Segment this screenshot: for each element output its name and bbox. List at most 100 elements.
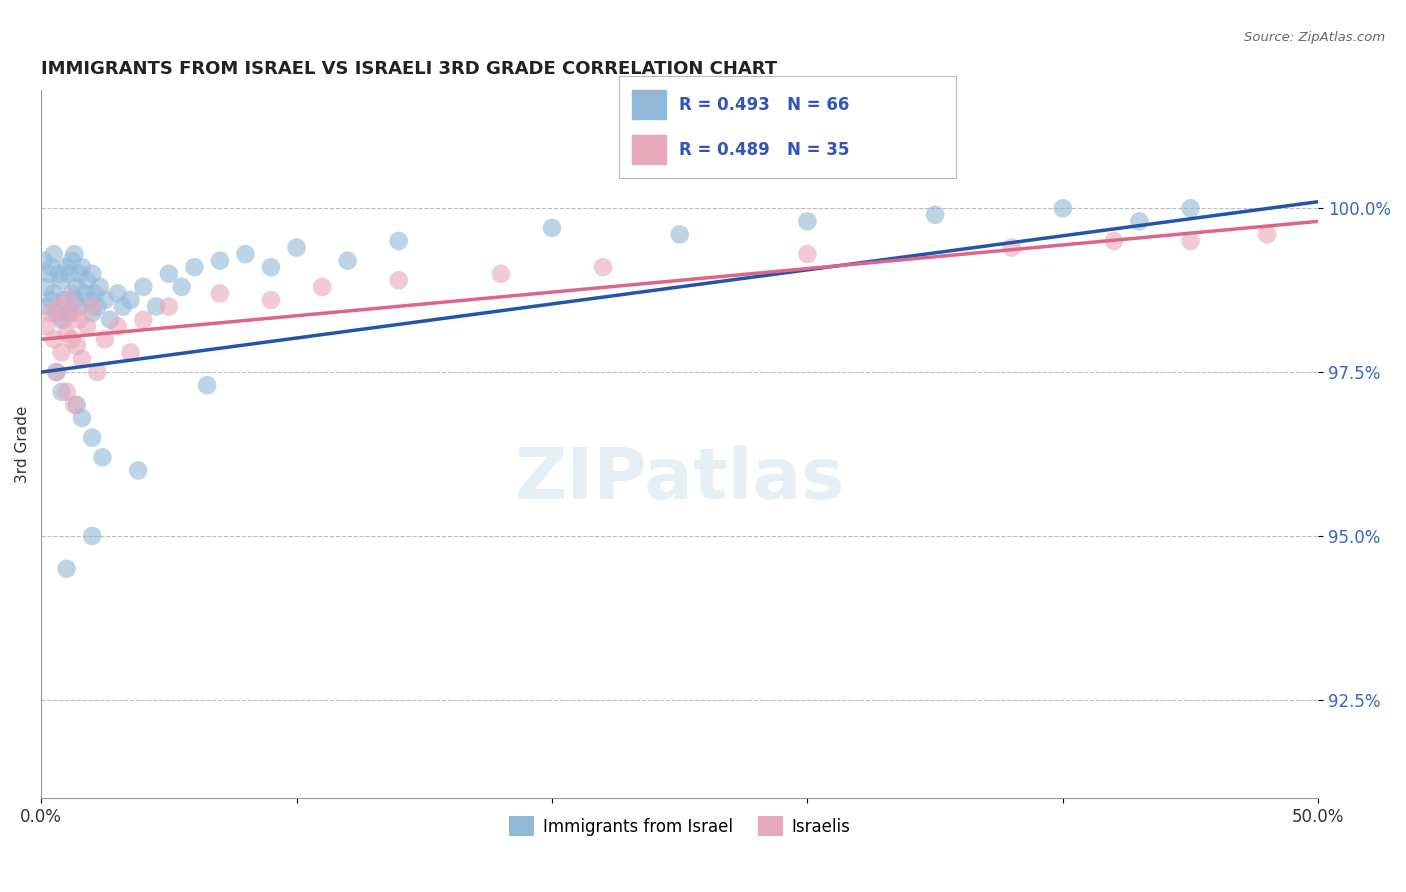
Point	[1180, 234, 1202, 248]
Point	[70, 351, 93, 366]
Point	[42, 247, 65, 261]
Point	[55, 562, 77, 576]
Point	[208, 253, 231, 268]
Point	[98, 312, 121, 326]
Point	[38, 267, 60, 281]
Text: R = 0.489   N = 35: R = 0.489 N = 35	[679, 141, 849, 159]
Text: Source: ZipAtlas.com: Source: ZipAtlas.com	[1244, 31, 1385, 45]
Point	[82, 300, 104, 314]
Point	[541, 221, 564, 235]
Point	[48, 300, 70, 314]
Point	[60, 286, 83, 301]
Point	[41, 306, 63, 320]
Point	[86, 300, 108, 314]
Point	[489, 267, 512, 281]
Point	[35, 319, 58, 334]
Point	[94, 332, 117, 346]
Point	[1256, 227, 1278, 242]
Point	[41, 293, 63, 307]
Point	[45, 365, 67, 379]
Point	[63, 293, 86, 307]
Point	[1180, 201, 1202, 215]
Point	[42, 286, 65, 301]
Point	[127, 463, 149, 477]
Point	[1102, 234, 1125, 248]
Point	[107, 319, 129, 334]
Point	[67, 267, 90, 281]
Point	[76, 273, 98, 287]
Point	[924, 208, 946, 222]
Point	[260, 293, 283, 307]
Point	[58, 267, 80, 281]
Point	[796, 247, 818, 261]
Point	[1052, 201, 1074, 215]
Point	[120, 293, 142, 307]
Point	[55, 384, 77, 399]
Point	[82, 267, 104, 281]
Point	[157, 300, 180, 314]
Point	[157, 267, 180, 281]
Point	[388, 234, 411, 248]
Point	[60, 253, 83, 268]
Point	[120, 345, 142, 359]
Point	[76, 319, 98, 334]
Point	[592, 260, 614, 275]
Point	[63, 247, 86, 261]
Point	[111, 300, 134, 314]
Point	[208, 286, 231, 301]
Point	[53, 312, 76, 326]
Point	[55, 326, 77, 340]
Point	[388, 273, 411, 287]
Legend: Immigrants from Israel, Israelis: Immigrants from Israel, Israelis	[503, 809, 856, 843]
Point	[285, 241, 308, 255]
Point	[311, 280, 333, 294]
Point	[91, 450, 114, 465]
Text: ZIPatlas: ZIPatlas	[515, 445, 845, 514]
Y-axis label: 3rd Grade: 3rd Grade	[15, 406, 30, 483]
Point	[35, 280, 58, 294]
Point	[66, 398, 89, 412]
Point	[48, 267, 70, 281]
Point	[79, 293, 101, 307]
Point	[67, 312, 90, 326]
Point	[60, 332, 83, 346]
Point	[796, 214, 818, 228]
Point	[1128, 214, 1150, 228]
Point	[235, 247, 257, 261]
Point	[89, 280, 111, 294]
Point	[82, 431, 104, 445]
Point	[336, 253, 359, 268]
Bar	[633, 90, 666, 119]
Point	[42, 332, 65, 346]
Point	[63, 306, 86, 320]
Point	[45, 365, 67, 379]
Point	[170, 280, 193, 294]
Point	[70, 260, 93, 275]
Point	[67, 300, 90, 314]
Point	[45, 306, 67, 320]
Point	[53, 293, 76, 307]
Point	[82, 306, 104, 320]
Point	[51, 312, 73, 326]
Point	[73, 286, 96, 301]
Point	[94, 293, 117, 307]
Point	[51, 345, 73, 359]
Point	[51, 273, 73, 287]
Point	[38, 300, 60, 314]
Point	[55, 260, 77, 275]
Point	[82, 529, 104, 543]
Point	[41, 260, 63, 275]
Text: R = 0.493   N = 66: R = 0.493 N = 66	[679, 95, 849, 113]
Point	[132, 312, 155, 326]
Text: IMMIGRANTS FROM ISRAEL VS ISRAELI 3RD GRADE CORRELATION CHART: IMMIGRANTS FROM ISRAEL VS ISRAELI 3RD GR…	[41, 60, 778, 78]
Bar	[633, 136, 666, 164]
Point	[55, 300, 77, 314]
Point	[86, 365, 108, 379]
Point	[132, 280, 155, 294]
Point	[668, 227, 690, 242]
Point	[183, 260, 205, 275]
Point	[1001, 241, 1024, 255]
Point	[107, 286, 129, 301]
Point	[66, 280, 89, 294]
Point	[63, 398, 86, 412]
